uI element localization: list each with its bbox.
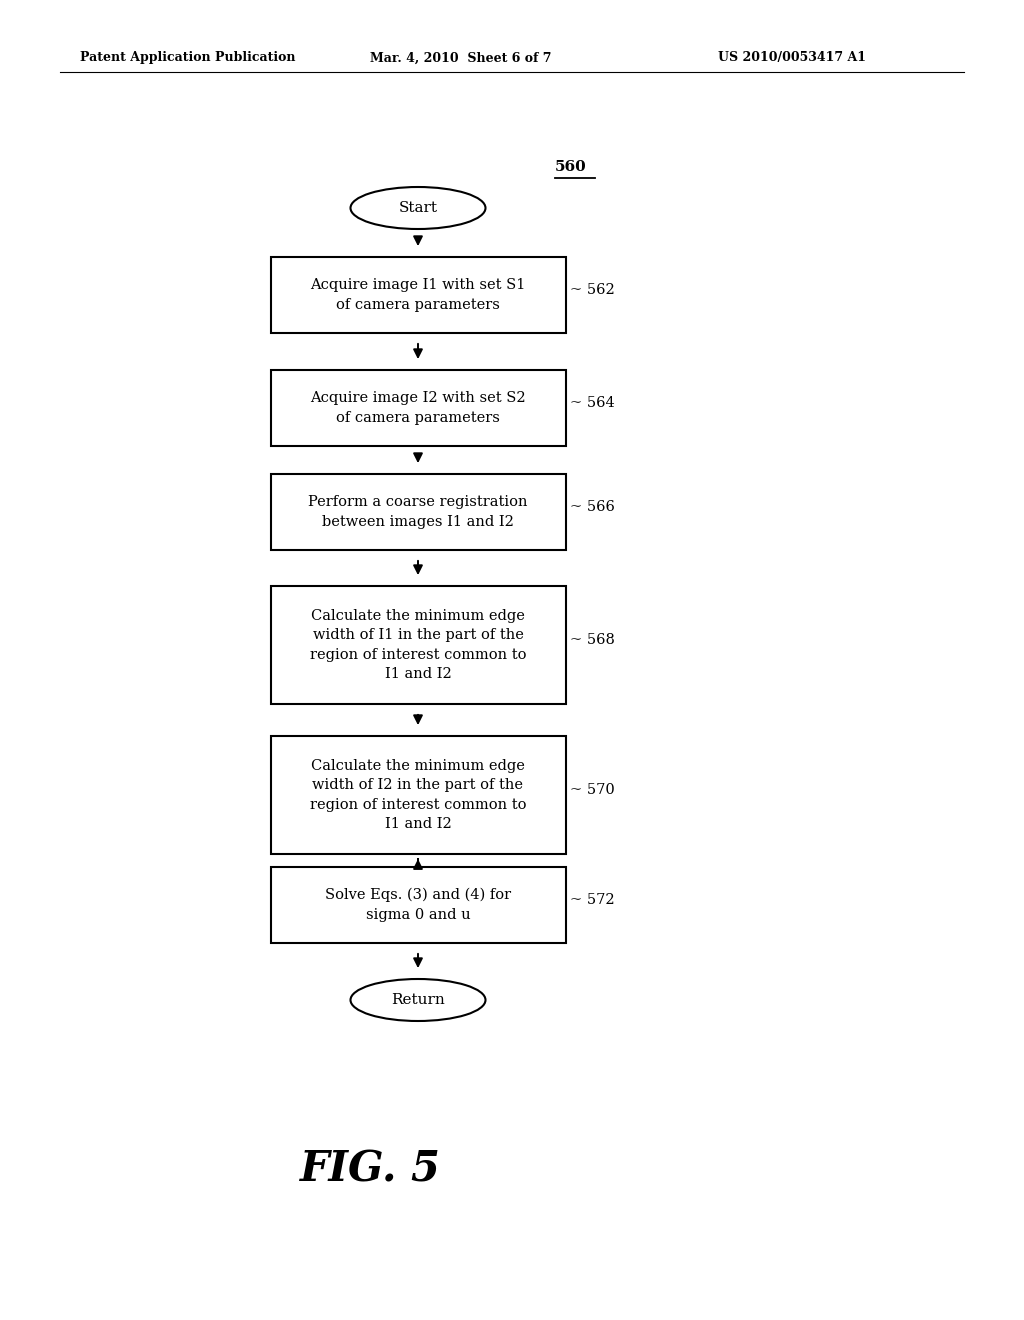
- Text: Calculate the minimum edge
width of I2 in the part of the
region of interest com: Calculate the minimum edge width of I2 i…: [309, 759, 526, 832]
- Text: ~ 568: ~ 568: [570, 634, 615, 647]
- Text: ~ 566: ~ 566: [570, 500, 615, 513]
- Bar: [270, 586, 565, 704]
- Text: ~ 564: ~ 564: [570, 396, 615, 411]
- Text: Perform a coarse registration
between images I1 and I2: Perform a coarse registration between im…: [308, 495, 527, 529]
- Text: Calculate the minimum edge
width of I1 in the part of the
region of interest com: Calculate the minimum edge width of I1 i…: [309, 609, 526, 681]
- Ellipse shape: [350, 979, 485, 1020]
- Text: US 2010/0053417 A1: US 2010/0053417 A1: [718, 51, 866, 65]
- Text: FIG. 5: FIG. 5: [300, 1148, 441, 1191]
- Text: Acquire image I1 with set S1
of camera parameters: Acquire image I1 with set S1 of camera p…: [310, 279, 525, 312]
- Bar: [270, 737, 565, 854]
- Ellipse shape: [350, 187, 485, 228]
- Bar: [270, 474, 565, 550]
- Bar: [270, 257, 565, 333]
- Bar: [270, 867, 565, 942]
- Text: ~ 572: ~ 572: [570, 894, 615, 907]
- Text: Return: Return: [391, 993, 444, 1007]
- Text: Acquire image I2 with set S2
of camera parameters: Acquire image I2 with set S2 of camera p…: [310, 391, 525, 425]
- Text: 560: 560: [555, 160, 587, 174]
- Text: Solve Eqs. (3) and (4) for
sigma 0 and u: Solve Eqs. (3) and (4) for sigma 0 and u: [325, 888, 511, 921]
- Text: ~ 562: ~ 562: [570, 282, 615, 297]
- Text: Start: Start: [398, 201, 437, 215]
- Bar: [270, 370, 565, 446]
- Text: Mar. 4, 2010  Sheet 6 of 7: Mar. 4, 2010 Sheet 6 of 7: [370, 51, 552, 65]
- Text: ~ 570: ~ 570: [570, 783, 615, 797]
- Text: Patent Application Publication: Patent Application Publication: [80, 51, 296, 65]
